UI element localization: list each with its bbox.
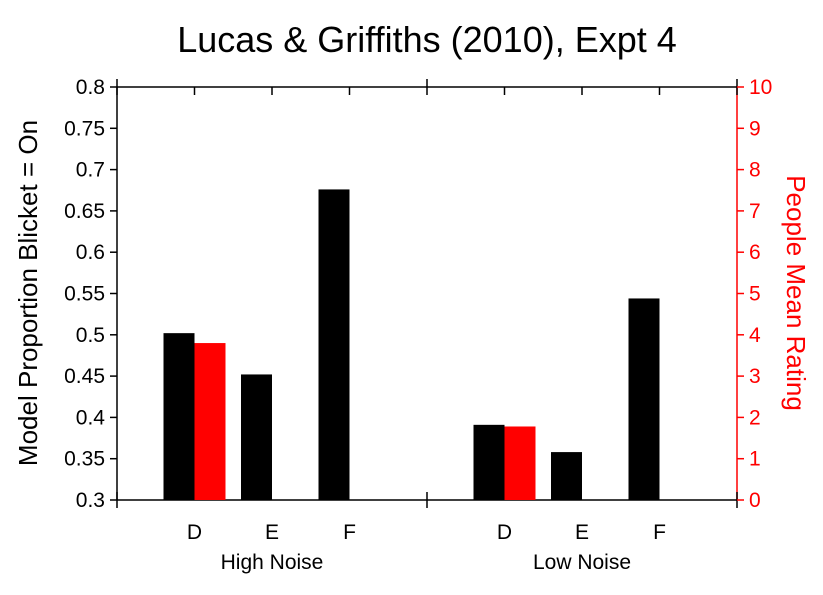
right-axis-ticks: 0 1 2 3 4 5 6 7 8 9 10 [737, 76, 772, 512]
y-tick-label-right: 3 [749, 365, 761, 388]
y-tick-label-left: 0.8 [76, 76, 105, 99]
y-tick-label-right: 2 [749, 406, 761, 429]
bar-people-low-noise-d [504, 426, 536, 500]
y-tick-label-right: 0 [749, 489, 761, 512]
y-tick-label-left: 0.3 [76, 489, 105, 512]
y-tick-label-left: 0.35 [64, 448, 105, 471]
y-tick-label-left: 0.6 [76, 241, 105, 264]
x-tick-label: E [265, 521, 279, 544]
y-tick-label-left: 0.5 [76, 324, 105, 347]
x-tick-label: F [653, 521, 666, 544]
y-tick-label-right: 10 [749, 76, 772, 99]
y-tick-label-left: 0.4 [76, 406, 106, 429]
chart-title: Lucas & Griffiths (2010), Expt 4 [177, 19, 677, 60]
y-tick-label-left: 0.55 [64, 283, 105, 306]
x-axis-labels: D E F High Noise D E F Low Noise [187, 521, 666, 574]
group-label: High Noise [221, 551, 324, 574]
x-tick-label: D [497, 521, 512, 544]
bar-model-high-noise-e [241, 374, 272, 500]
bars [163, 189, 660, 500]
y-tick-label-right: 6 [749, 241, 761, 264]
x-tick-label: F [343, 521, 356, 544]
bar-model-high-noise-f [318, 189, 350, 500]
y-tick-label-right: 1 [749, 448, 761, 471]
y-tick-label-left: 0.7 [76, 159, 105, 182]
bar-model-low-noise-f [628, 298, 660, 500]
bar-model-low-noise-d [473, 424, 505, 500]
bar-model-low-noise-e [551, 452, 582, 500]
left-axis-ticks: 0.3 0.35 0.4 0.45 0.5 0.55 0.6 0.65 0.7 0.75 0.8 [64, 76, 117, 512]
y-tick-label-right: 4 [749, 324, 761, 347]
y-tick-label-right: 7 [749, 200, 761, 223]
y-tick-label-right: 9 [749, 117, 761, 140]
y-axis-label-right: People Mean Rating [781, 175, 811, 411]
bar-model-high-noise-d [163, 333, 195, 500]
y-axis-label-left: Model Proportion Blicket = On [13, 120, 43, 466]
bar-people-high-noise-d [194, 343, 226, 500]
y-tick-label-left: 0.45 [64, 365, 105, 388]
y-tick-label-right: 8 [749, 159, 761, 182]
x-tick-label: E [575, 521, 589, 544]
x-tick-label: D [187, 521, 202, 544]
y-tick-label-left: 0.65 [64, 200, 105, 223]
group-label: Low Noise [533, 551, 631, 574]
y-tick-label-left: 0.75 [64, 117, 105, 140]
y-tick-label-right: 5 [749, 283, 761, 306]
